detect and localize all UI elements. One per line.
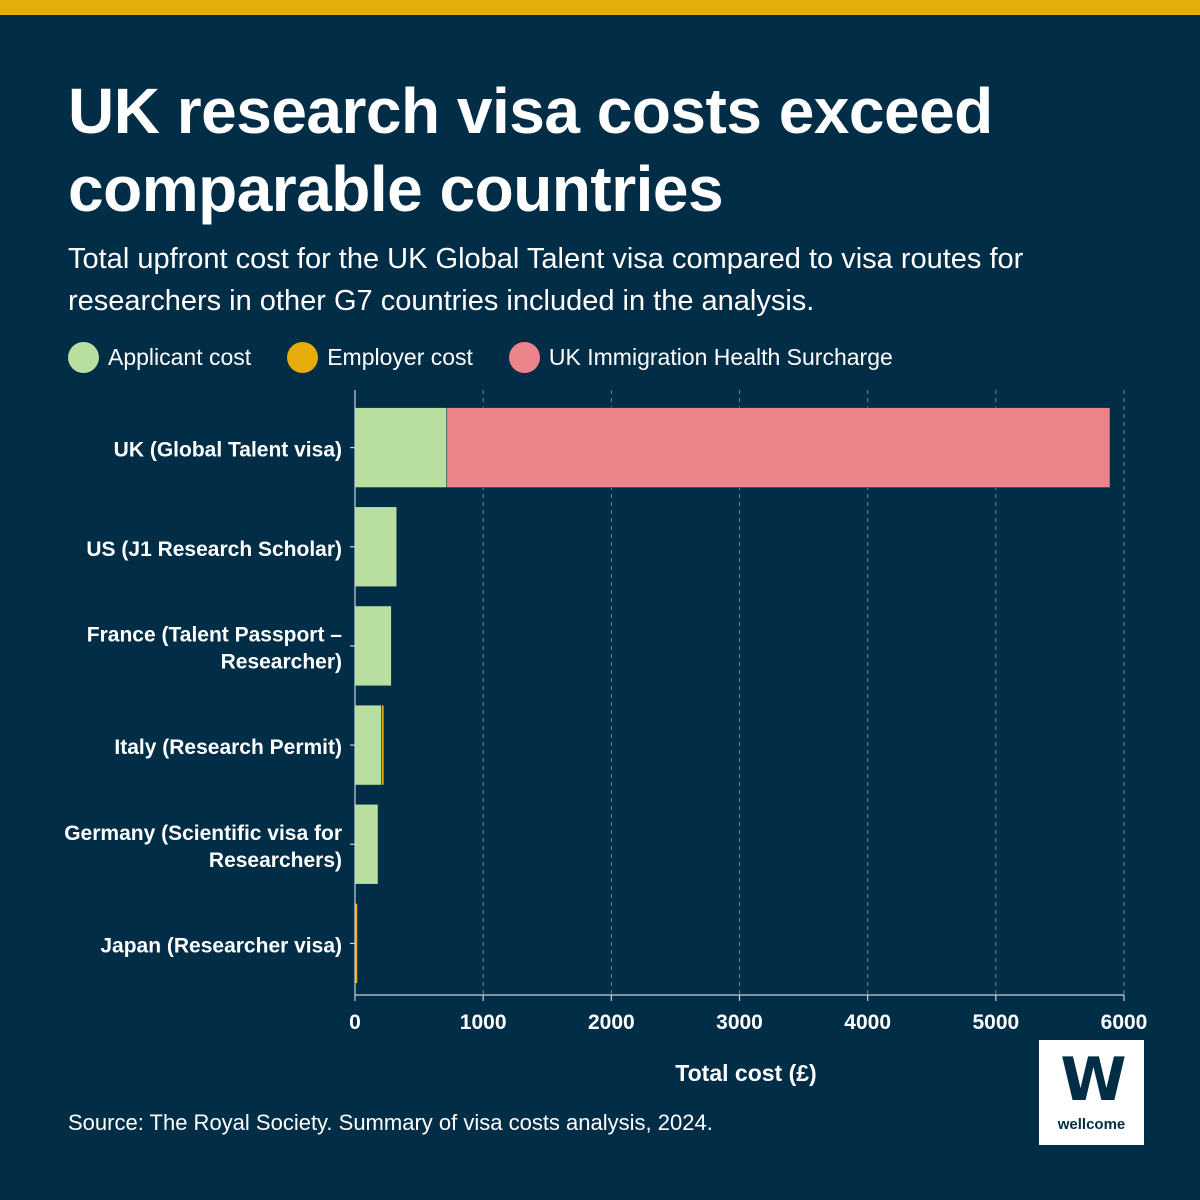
wellcome-logo: W wellcome: [1039, 1040, 1144, 1145]
legend-label-employer: Employer cost: [327, 343, 473, 370]
legend-item-health-surcharge: UK Immigration Health Surcharge: [508, 341, 893, 373]
legend-swatch-health-surcharge: [508, 341, 540, 373]
x-tick-label-6: 6000: [1101, 1011, 1148, 1034]
x-tick-label-5: 5000: [972, 1011, 1019, 1034]
x-axis-label: Total cost (£): [675, 1060, 816, 1086]
category-label-line: Italy (Research Permit): [114, 736, 342, 759]
bar-1-0: [354, 506, 398, 588]
legend-swatch-applicant: [68, 341, 99, 373]
bar-3-1: [381, 704, 385, 786]
logo-wordmark: wellcome: [1057, 1116, 1126, 1133]
x-tick-label-0: 0: [349, 1011, 361, 1034]
top-accent-bar: [0, 0, 1200, 15]
chart-subtitle: Total upfront cost for the UK Global Tal…: [68, 243, 1024, 317]
category-label-3: Italy (Research Permit): [114, 736, 342, 759]
bar-2-0: [354, 605, 392, 687]
x-tick-label-4: 4000: [844, 1011, 891, 1034]
legend-item-employer: Employer cost: [287, 341, 473, 373]
x-tick-label-2: 2000: [588, 1011, 635, 1034]
source-note: Source: The Royal Society. Summary of vi…: [68, 1110, 713, 1135]
category-label-4: Germany (Scientific visa for Researchers): [64, 822, 342, 872]
category-label-line: US (J1 Research Scholar): [86, 538, 342, 561]
bar-0-0: [354, 407, 448, 488]
category-label-line: Germany (Scientific visa for: [64, 822, 342, 845]
bar-4-0: [354, 803, 379, 885]
legend-label-applicant: Applicant cost: [108, 343, 252, 370]
bar-chart: UK (Global Talent visa) US (J1 Research S…: [64, 390, 1148, 1086]
category-label-1: US (J1 Research Scholar): [86, 538, 342, 561]
logo-mark: W: [1060, 1045, 1126, 1115]
legend-item-applicant: Applicant cost: [68, 341, 252, 373]
bar-0-2: [446, 407, 1111, 488]
category-label-line: France (Talent Passport –: [87, 623, 343, 646]
category-label-line: Japan (Researcher visa): [100, 934, 342, 957]
x-tick-label-3: 3000: [716, 1011, 763, 1034]
x-tick-label-1: 1000: [460, 1011, 507, 1034]
legend-swatch-employer: [287, 341, 319, 373]
category-label-5: Japan (Researcher visa): [100, 934, 342, 957]
chart-legend: Applicant cost Employer cost UK Immigrat…: [68, 340, 929, 374]
bar-3-0: [354, 704, 382, 786]
category-label-0: UK (Global Talent visa): [114, 439, 342, 462]
category-label-line: Researcher): [221, 650, 342, 673]
category-label-line: UK (Global Talent visa): [114, 439, 342, 462]
category-label-2: France (Talent Passport – Researcher): [87, 623, 343, 673]
chart-title: UK research visa costs exceed comparable…: [68, 75, 993, 225]
legend-label-health-surcharge: UK Immigration Health Surcharge: [548, 343, 893, 370]
category-label-line: Researchers): [209, 849, 342, 872]
